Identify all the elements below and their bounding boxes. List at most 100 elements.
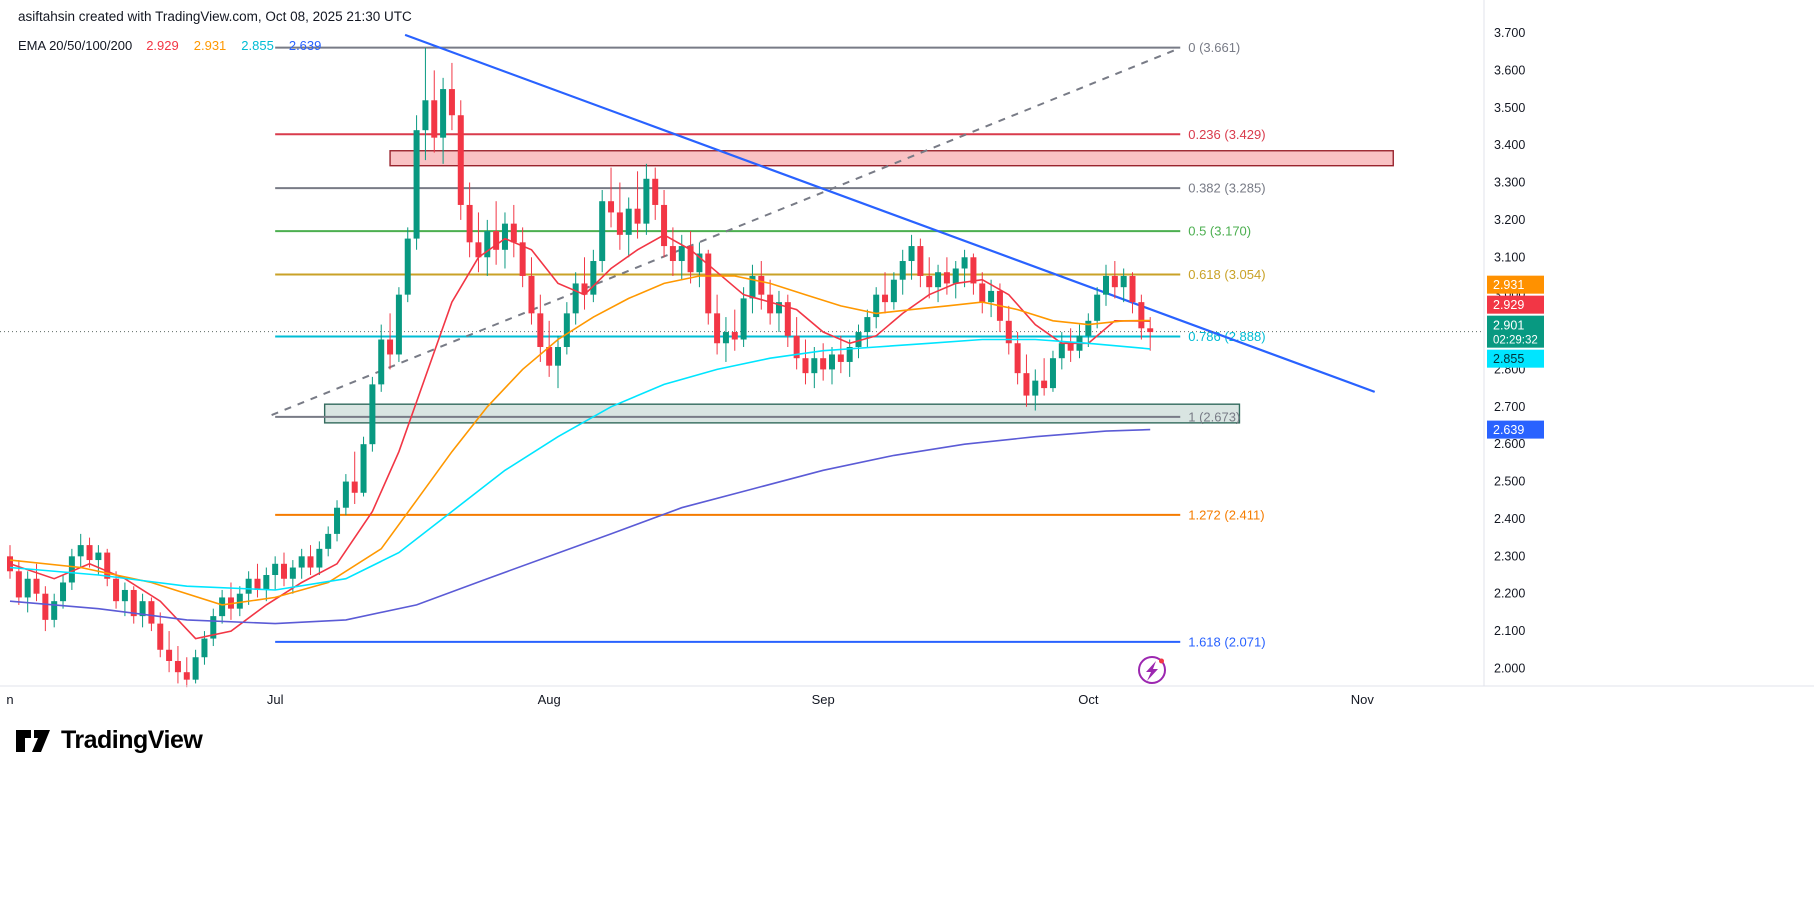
candle-body (245, 578, 252, 594)
candle-body (157, 623, 164, 650)
candle-body (121, 589, 128, 602)
candle-body (943, 272, 950, 284)
candle-body (634, 208, 641, 224)
tradingview-wordmark: TradingView (61, 726, 203, 754)
candle-body (254, 578, 261, 590)
support-zone[interactable] (323, 403, 1241, 424)
candle-body (1129, 275, 1136, 303)
candle-body (554, 346, 561, 366)
candle-body (793, 335, 800, 359)
candle-body (802, 358, 809, 374)
candle-body (1058, 343, 1065, 359)
time-axis-label-Aug[interactable]: Aug (538, 692, 561, 707)
candle-body (722, 332, 729, 344)
candle-body (33, 578, 40, 594)
candle-body (625, 208, 632, 235)
candle-body (855, 332, 862, 347)
candle-body (714, 313, 721, 344)
tradingview-logo[interactable]: TradingView (16, 726, 203, 755)
candle-body (95, 552, 102, 561)
candle-body (616, 212, 623, 235)
candle-body (820, 358, 827, 370)
price-axis-tick[interactable]: 2.000 (1494, 661, 1525, 675)
candle-body (678, 246, 685, 262)
time-axis-label-Jul[interactable]: Jul (267, 692, 284, 707)
resistance-zone[interactable] (389, 150, 1394, 167)
tradingview-logo-icon (16, 729, 50, 752)
candle-body (961, 257, 968, 269)
price-tag-2.931[interactable]: 2.931 (1487, 275, 1544, 294)
candle-body (148, 601, 155, 624)
flash-icon[interactable] (1138, 656, 1166, 684)
candle-body (501, 223, 508, 250)
candle-body (988, 290, 995, 303)
candle-body (378, 339, 385, 385)
price-axis-tick[interactable]: 3.400 (1494, 138, 1525, 152)
candle-body (484, 231, 491, 258)
time-axis-label-Oct[interactable]: Oct (1078, 692, 1099, 707)
candle-body (86, 545, 93, 561)
candle-body (431, 100, 438, 138)
candle-body (457, 115, 464, 205)
candle-body (104, 552, 111, 579)
price-axis-tick[interactable]: 2.600 (1494, 437, 1525, 451)
time-axis-label-n[interactable]: n (6, 692, 13, 707)
ema-value-200: 2.639 (288, 38, 322, 53)
price-tag-2.929[interactable]: 2.929 (1487, 295, 1544, 314)
candle-body (846, 346, 853, 362)
time-axis-label-Sep[interactable]: Sep (812, 692, 835, 707)
price-axis-tick[interactable]: 2.200 (1494, 587, 1525, 601)
price-axis-tick[interactable]: 2.700 (1494, 400, 1525, 414)
candle-body (784, 302, 791, 336)
candle-body (652, 178, 659, 205)
candle-body (183, 672, 190, 680)
candle-body (1023, 373, 1030, 396)
candle-body (643, 178, 650, 224)
candle-body (599, 201, 606, 262)
price-axis-tick[interactable]: 3.100 (1494, 250, 1525, 264)
candle-body (24, 578, 31, 598)
candle-body (731, 332, 738, 340)
fib-label: 1.618 (2.071) (1188, 634, 1265, 649)
candle-body (581, 283, 588, 295)
price-tag-2.855[interactable]: 2.855 (1487, 349, 1544, 368)
price-axis-tick[interactable]: 3.500 (1494, 101, 1525, 115)
price-axis-tick[interactable]: 2.100 (1494, 624, 1525, 638)
candle-body (519, 242, 526, 276)
flash-icon-dot (1159, 658, 1164, 664)
ema-legend-values: 2.929 2.931 2.855 2.639 (146, 38, 336, 53)
candle-body (139, 601, 146, 617)
current-price-tag[interactable]: 2.901 02:29:32 (1487, 315, 1544, 348)
ascending-dashed-trendline[interactable] (271, 47, 1181, 416)
price-tag-value: 2.639 (1493, 423, 1524, 437)
candle-body (395, 294, 402, 355)
candle-body (749, 275, 756, 299)
time-axis-label-Nov[interactable]: Nov (1351, 692, 1375, 707)
price-axis-tick[interactable]: 2.500 (1494, 475, 1525, 489)
candle-body (546, 346, 553, 366)
price-axis-tick[interactable]: 3.600 (1494, 63, 1525, 77)
price-tag-2.639[interactable]: 2.639 (1487, 420, 1544, 439)
price-axis-tick[interactable]: 3.200 (1494, 213, 1525, 227)
candle-body (1111, 275, 1118, 288)
price-axis-tick[interactable]: 2.400 (1494, 512, 1525, 526)
price-axis-tick[interactable]: 3.700 (1494, 26, 1525, 40)
candle-body (926, 275, 933, 288)
candle-body (1014, 343, 1021, 374)
indicator-legend[interactable]: EMA 20/50/100/200 2.929 2.931 2.855 2.639 (18, 38, 336, 53)
candle-body (219, 597, 226, 617)
candle-body (298, 556, 305, 568)
candle-body (280, 563, 287, 579)
candle-body (563, 313, 570, 347)
price-axis-tick[interactable]: 2.300 (1494, 549, 1525, 563)
candle-body (669, 246, 676, 262)
candle-body (325, 533, 332, 549)
candle-body (68, 556, 75, 583)
candle-body (767, 294, 774, 314)
lightning-bolt-icon (1146, 661, 1158, 681)
price-axis-tick[interactable]: 3.300 (1494, 176, 1525, 190)
candle-body (917, 246, 924, 276)
fib-label: 0.5 (3.170) (1188, 224, 1251, 239)
descending-trendline[interactable] (404, 33, 1376, 393)
